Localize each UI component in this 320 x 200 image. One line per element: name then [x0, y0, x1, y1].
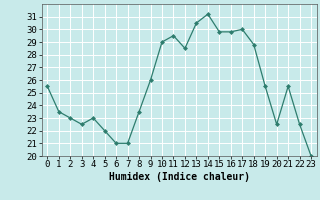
X-axis label: Humidex (Indice chaleur): Humidex (Indice chaleur) [109, 172, 250, 182]
